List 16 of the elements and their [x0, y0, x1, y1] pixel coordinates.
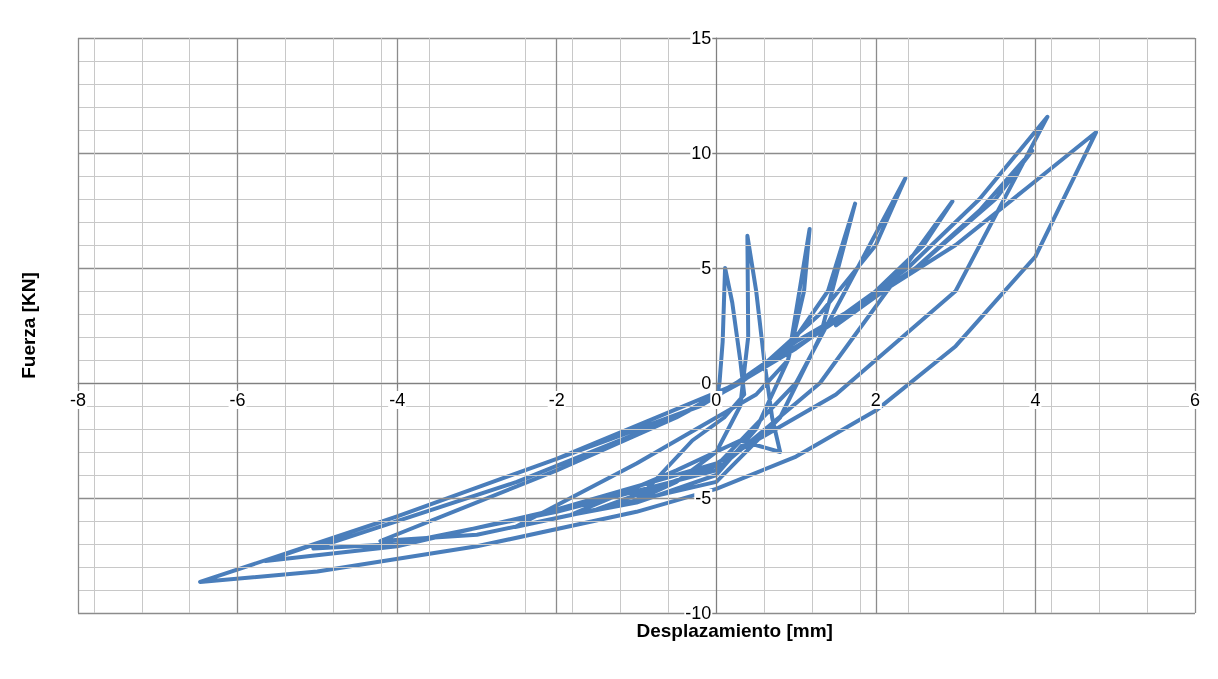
- x-tick-label: 4: [1030, 390, 1041, 410]
- y-tick-label: 15: [691, 28, 712, 48]
- x-tick-label: -4: [389, 390, 406, 410]
- x-tick-label: -2: [548, 390, 565, 410]
- y-tick-label: 5: [701, 258, 712, 278]
- y-tick-label: 0: [701, 373, 712, 393]
- y-tick-label: 10: [691, 143, 712, 163]
- x-tick-label: 2: [870, 390, 881, 410]
- line-series: [198, 114, 1099, 584]
- y-tick-label: -10: [685, 603, 712, 623]
- y-axis-title: Fuerza [KN]: [17, 272, 39, 379]
- x-tick-label: 6: [1189, 390, 1201, 410]
- x-tick-label: -8: [69, 390, 87, 410]
- x-tick-label: -6: [229, 390, 246, 410]
- x-axis-title: Desplazamiento [mm]: [636, 620, 833, 641]
- y-tick-label: -5: [695, 488, 712, 508]
